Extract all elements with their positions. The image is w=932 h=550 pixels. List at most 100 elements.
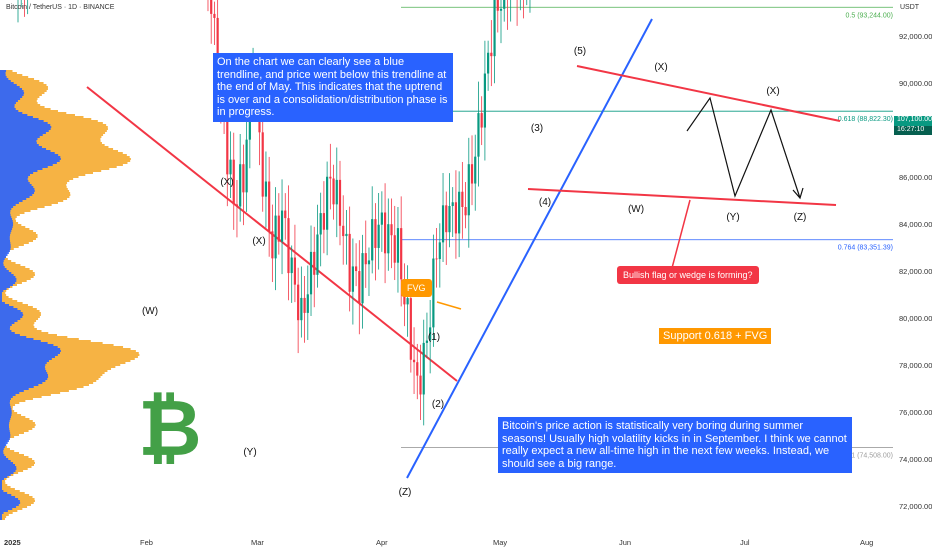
volume-profile-bar: [0, 516, 7, 518]
volume-profile-bar: [0, 394, 16, 396]
volume-profile-bar: [0, 172, 94, 174]
volume-profile-bar: [0, 150, 51, 152]
volume-profile-bar: [0, 204, 52, 206]
volume-profile-bar: [0, 484, 2, 486]
price-axis[interactable]: 70,000.0072,000.0074,000.0076,000.0078,0…: [899, 0, 932, 550]
volume-profile-bar: [0, 144, 105, 146]
volume-profile-bar: [0, 94, 24, 96]
candle-body: [245, 139, 248, 193]
volume-profile-bar: [0, 352, 139, 354]
volume-profile-bar: [0, 208, 12, 210]
volume-profile-bar: [0, 360, 131, 362]
candle-body: [477, 113, 480, 157]
candle-body: [338, 179, 342, 226]
volume-profile-bar: [0, 338, 34, 340]
volume-profile-bar: [0, 372, 105, 374]
candle-body: [367, 260, 371, 265]
volume-profile-bar: [0, 110, 58, 112]
volume-profile-bar: [0, 418, 11, 420]
volume-profile-bar: [0, 462, 35, 464]
volume-profile-bar: [0, 414, 12, 416]
volume-profile-bar: [0, 384, 39, 386]
candle-body: [496, 0, 499, 11]
volume-profile-bar: [0, 140, 101, 142]
price-tick-label: 74,000.00: [899, 455, 932, 464]
volume-profile-bar: [0, 508, 13, 510]
volume-profile-bar: [0, 86, 20, 88]
volume-profile-bar: [0, 262, 4, 264]
volume-profile-bar: [0, 492, 25, 494]
time-tick-label: Jul: [740, 538, 750, 547]
time-tick-label: Aug: [860, 538, 873, 547]
candle-body: [412, 359, 416, 363]
volume-profile-bar: [0, 358, 135, 360]
volume-profile-bar: [0, 356, 55, 358]
candle-body: [390, 224, 393, 236]
volume-profile-bar: [0, 296, 2, 298]
candle-body: [467, 164, 470, 216]
wave-label: (Y): [726, 212, 739, 223]
volume-profile-bar: [0, 498, 19, 500]
volume-profile-bar: [0, 86, 48, 88]
volume-profile-bar: [0, 230, 12, 232]
volume-profile-bar: [0, 70, 13, 72]
candle-body: [300, 297, 303, 321]
volume-profile-bar: [0, 130, 107, 132]
volume-profile-bar: [0, 364, 46, 366]
candle-body: [425, 340, 429, 343]
volume-profile-bar: [0, 468, 17, 470]
volume-profile-bar: [0, 346, 124, 348]
volume-profile-bar: [0, 210, 11, 212]
candle-body: [229, 159, 232, 175]
candle-body: [474, 156, 477, 184]
volume-profile-bar: [0, 116, 84, 118]
volume-profile-bar: [0, 154, 127, 156]
volume-profile-bar: [0, 108, 16, 110]
candle-body: [445, 205, 448, 233]
volume-profile-bar: [0, 238, 37, 240]
volume-profile-bar: [0, 420, 33, 422]
wave-label: (Z): [399, 487, 412, 498]
volume-profile-bar: [0, 292, 6, 294]
volume-profile-bar: [0, 164, 53, 166]
volume-profile-bar: [0, 502, 21, 504]
volume-profile-bar: [0, 186, 34, 188]
volume-profile-bar: [0, 418, 30, 420]
price-tick-label: 72,000.00: [899, 502, 932, 511]
volume-profile-bar: [0, 316, 23, 318]
candle-body: [345, 233, 348, 237]
volume-profile-bar: [0, 78, 35, 80]
volume-profile-bar: [0, 234, 38, 236]
volume-profile-bar: [0, 242, 29, 244]
volume-profile-bar: [0, 114, 75, 116]
currency-label: USDT: [900, 4, 920, 11]
volume-profile-bar: [0, 96, 23, 98]
candle-body: [290, 257, 293, 274]
volume-profile-bar: [0, 198, 68, 200]
volume-profile-bar: [0, 156, 61, 158]
volume-profile-bar: [0, 328, 10, 330]
volume-profile-bar: [0, 202, 58, 204]
volume-profile-bar: [0, 98, 21, 100]
price-tick-label: 76,000.00: [899, 408, 932, 417]
candle-body: [326, 176, 329, 230]
volume-profile-bar: [0, 518, 6, 520]
volume-profile-bar: [0, 380, 97, 382]
volume-profile-bar: [0, 300, 18, 302]
candle-body: [287, 218, 290, 274]
volume-profile-bar: [0, 90, 24, 92]
volume-profile-bar: [0, 428, 10, 430]
projection-arrowhead: [792, 187, 804, 200]
fib-level-label: 1 (74,508.00): [851, 453, 893, 460]
wave-label: (X): [220, 177, 233, 188]
volume-profile-bar: [0, 384, 89, 386]
volume-profile-bar: [0, 470, 16, 472]
time-axis[interactable]: 2025 Feb Mar Apr May Jun Jul Aug: [4, 538, 873, 547]
volume-profile-bar: [0, 132, 106, 134]
candle-body: [293, 257, 297, 285]
volume-profile-bar: [0, 178, 28, 180]
volume-profile-bar: [0, 348, 131, 350]
volume-profile-bar: [0, 396, 42, 398]
candle-body: [232, 159, 235, 205]
